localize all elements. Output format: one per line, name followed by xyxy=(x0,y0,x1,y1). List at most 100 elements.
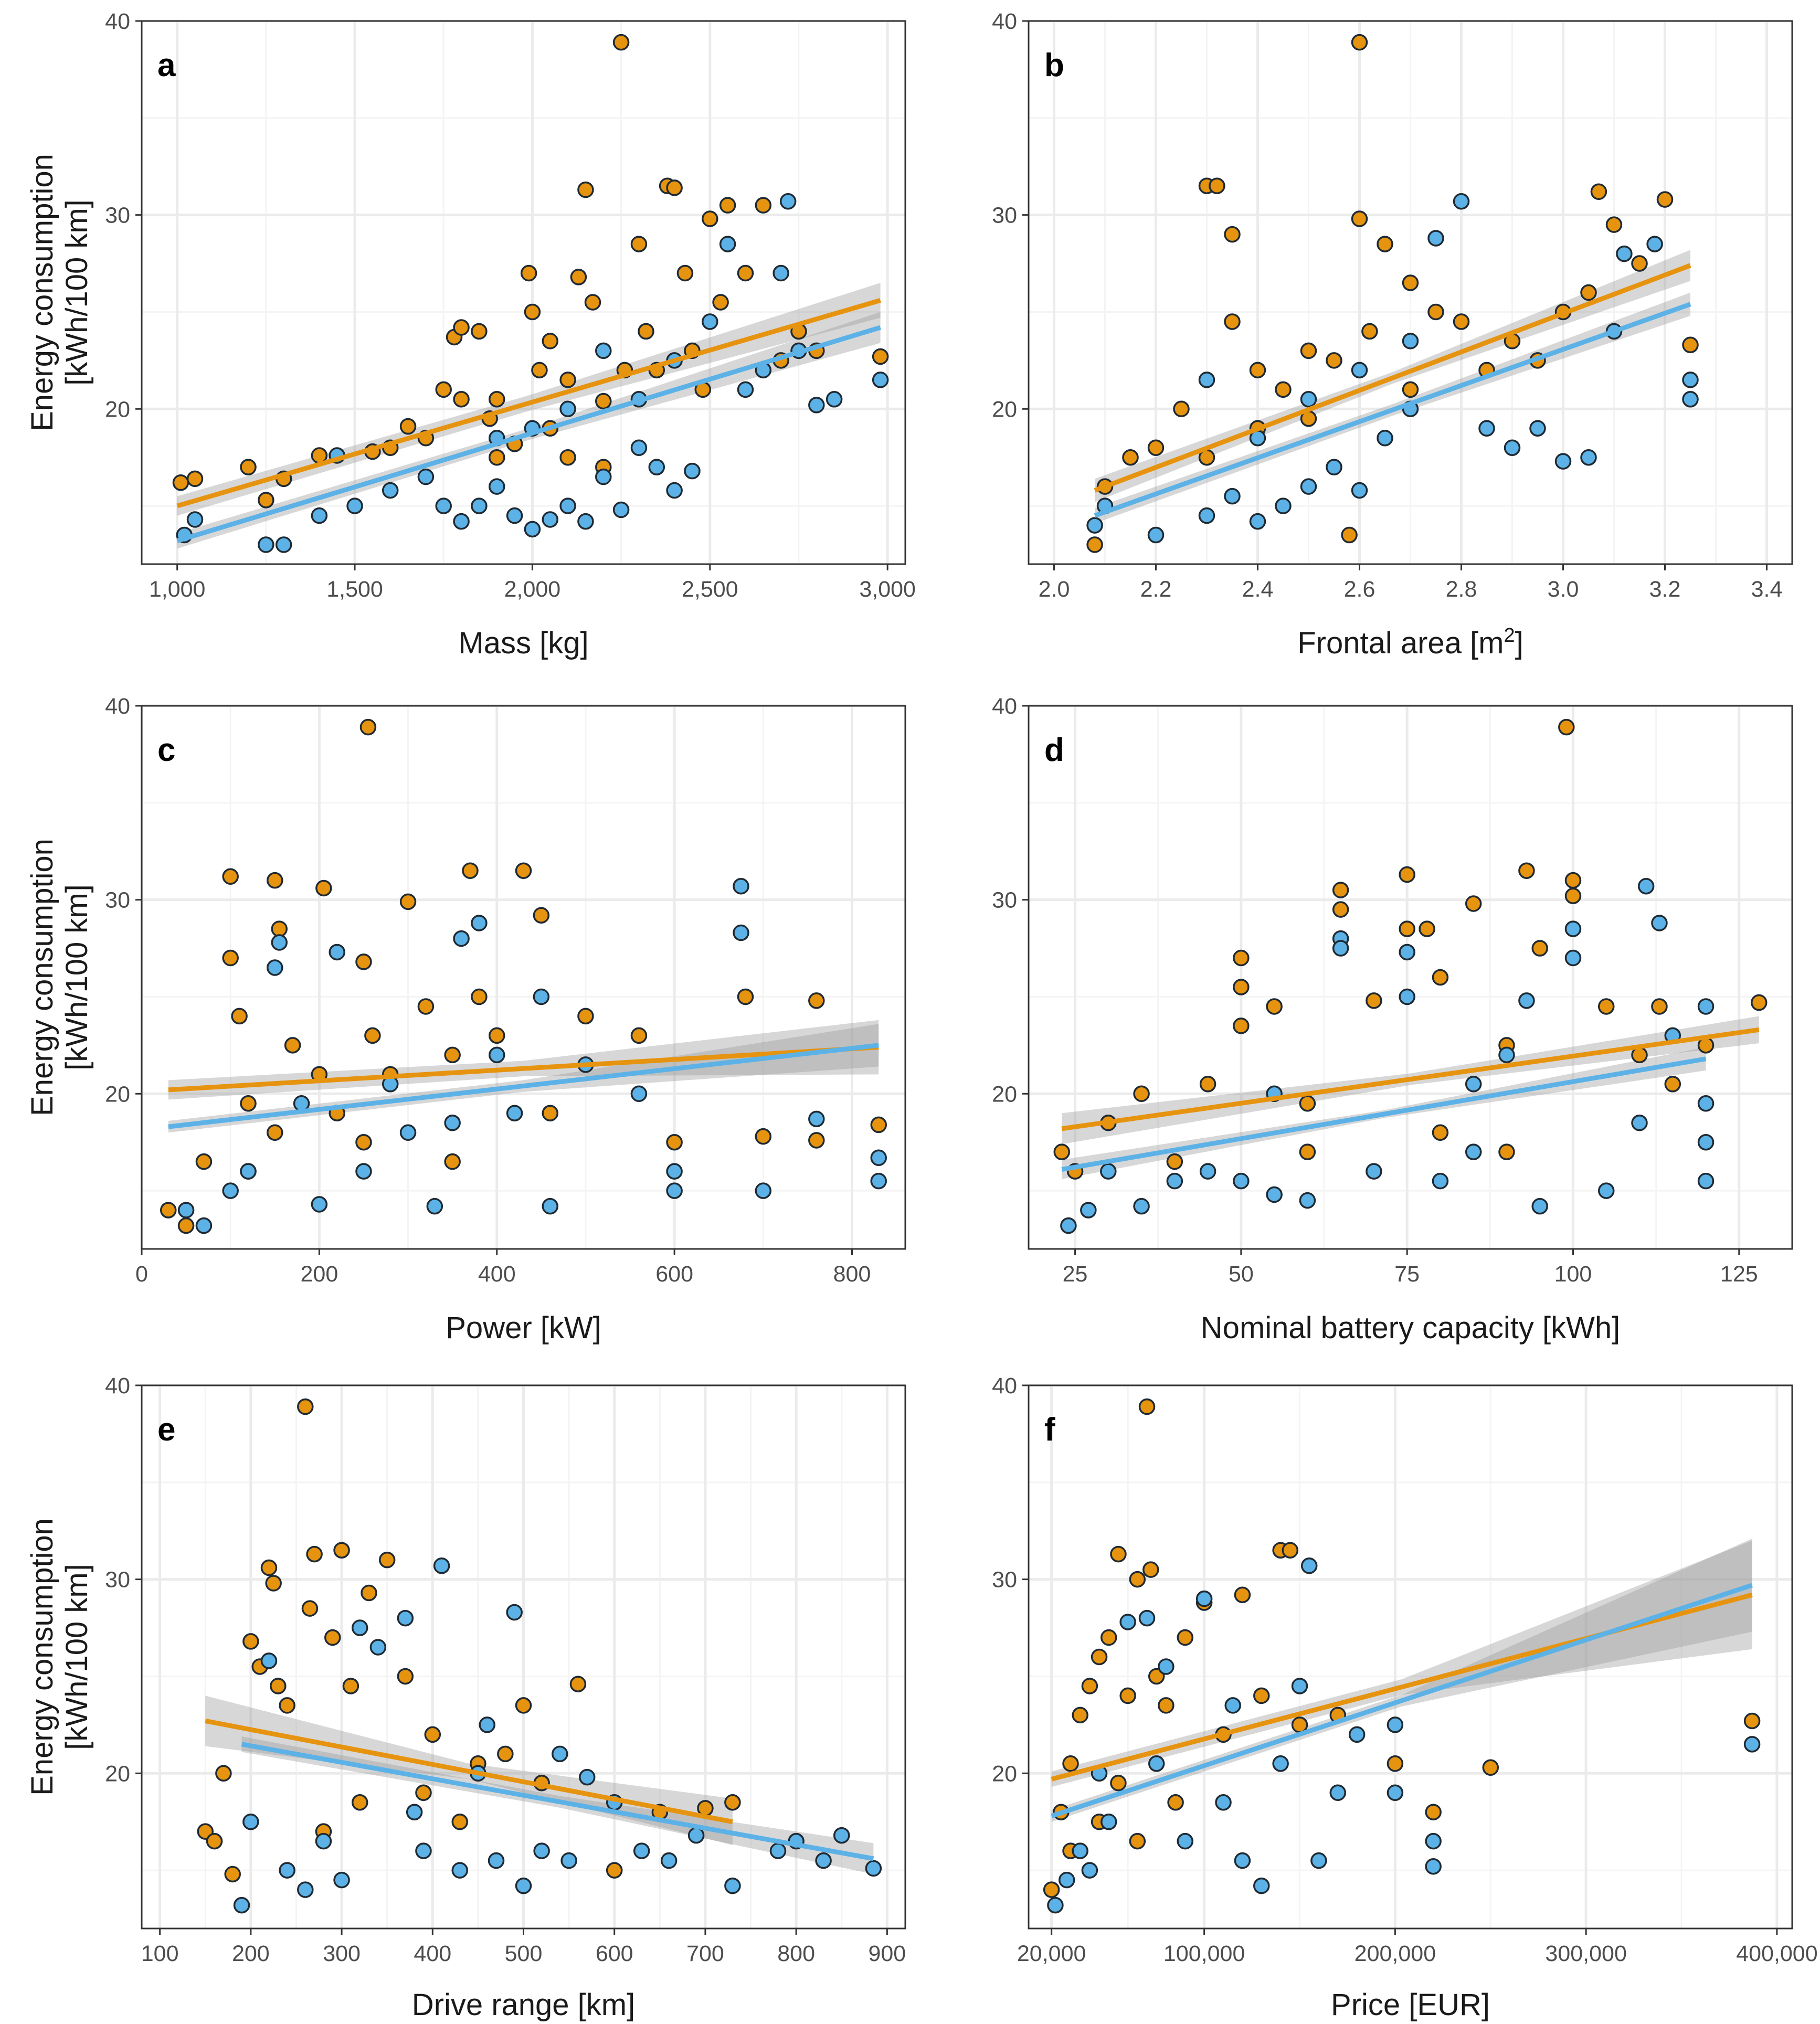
panel-c-ticks: 0 200 400 600 800 20 30 40 xyxy=(105,694,871,1287)
panel-a-blue-point xyxy=(258,536,274,553)
panel-a-blue-point xyxy=(471,497,488,514)
panel-c-blue-point xyxy=(808,1110,825,1128)
panel-a-blue-point xyxy=(595,342,612,359)
panel-e-points xyxy=(197,1398,882,1914)
panel-c-blue-point xyxy=(471,915,488,931)
panel-c-orange-point xyxy=(355,1133,372,1151)
panel-c-blue-point xyxy=(542,1198,559,1215)
panel-a-blue-point xyxy=(435,497,452,514)
panel-e-orange-point xyxy=(279,1697,295,1714)
panel-d-orange-trend-line xyxy=(1061,1027,1760,1131)
panel-e-blue-point xyxy=(865,1860,882,1877)
panel-a-blue-point xyxy=(737,381,754,398)
panel-c-y-tick-label: 30 xyxy=(105,888,130,913)
panel-e-blue-point xyxy=(279,1862,295,1879)
panel-c-orange-point xyxy=(737,988,754,1005)
panel-d-tag: d xyxy=(1044,732,1064,768)
panel-c-orange-point xyxy=(222,868,239,885)
panel-c-orange-point xyxy=(399,893,417,910)
panel-d-blue-point xyxy=(1366,1163,1382,1180)
panel-a-blue-point xyxy=(612,501,630,518)
panel-c-y-tick-label: 40 xyxy=(105,694,130,719)
panel-c-blue-trend-line xyxy=(168,1043,879,1129)
panel-e-blue-point xyxy=(260,1652,278,1669)
panel-d-blue-point xyxy=(1651,915,1668,931)
panel-e-orange-point xyxy=(242,1633,259,1650)
panel-b-blue-trend-line xyxy=(1094,302,1691,518)
panel-e-orange-point xyxy=(397,1668,414,1685)
panel-c-orange-point xyxy=(462,862,479,879)
panel-b-blue-point xyxy=(1616,245,1633,262)
panel-d-blue-point xyxy=(1399,944,1415,961)
panel-d: 25 50 75 100 125 20 30 40 d Nominal battery cap… xyxy=(992,694,1793,1345)
panel-b-x-tick-label: 3.0 xyxy=(1548,577,1579,602)
panel-a-x-tick-label: 1,000 xyxy=(149,577,206,602)
panel-c-orange-point xyxy=(195,1153,213,1170)
panel-b-blue-point xyxy=(1198,372,1215,388)
panel-e-blue-point xyxy=(687,1827,705,1844)
panel-e-x-tick-label: 500 xyxy=(505,1941,543,1966)
panel-e-orange-point xyxy=(224,1866,241,1883)
panel-c-blue-point xyxy=(453,930,470,947)
panel-d-blue-point xyxy=(1697,998,1715,1015)
panel-e-blue-point xyxy=(833,1827,850,1844)
panel-a-orange-point xyxy=(755,197,772,214)
panel-a-ticks: 1,000 1,500 2,000 2,500 3,000 20 30 40 xyxy=(105,9,916,602)
panel-d-blue-point xyxy=(1233,1172,1250,1190)
panel-a-orange-point xyxy=(258,492,274,508)
panel-a-border xyxy=(141,20,906,565)
panel-a-orange-point xyxy=(435,381,452,398)
panel-b-x-axis-title-superscript: 2 xyxy=(1504,624,1515,647)
panel-c-orange-trend-line xyxy=(168,1045,879,1093)
panel-a-blue-point xyxy=(346,497,363,514)
panel-f-orange-point xyxy=(1482,1759,1499,1776)
panel-d-orange-point xyxy=(1465,895,1482,912)
panel-a-orange-point xyxy=(559,372,576,388)
panel-a-blue-point xyxy=(630,439,648,456)
panel-f-blue-point xyxy=(1425,1832,1442,1850)
panel-a-x-tick-label: 2,000 xyxy=(504,577,561,602)
panel-c-grid xyxy=(140,704,905,1249)
panel-a-y-axis-title-line-2: [kWh/100 km] xyxy=(60,199,94,386)
panel-e-blue-point xyxy=(415,1842,432,1859)
panel-e-y-tick-label: 20 xyxy=(105,1761,130,1786)
panel-b-x-axis-title: Frontal area [m2] xyxy=(1297,624,1523,660)
panel-e-x-tick-label: 200 xyxy=(232,1941,270,1966)
panel-d-blue-point xyxy=(1166,1172,1183,1190)
panel-b-orange-point xyxy=(1361,323,1378,340)
panel-f-orange-point xyxy=(1062,1755,1079,1772)
panel-f-orange-point xyxy=(1177,1629,1194,1646)
panel-a-blue-point xyxy=(488,478,505,495)
panel-d-blue-point xyxy=(1637,878,1655,895)
panel-c-blue-point xyxy=(506,1105,523,1121)
panel-e-blue-point xyxy=(660,1852,678,1869)
panel-c-orange-point xyxy=(267,872,283,889)
panel-a-x-axis-title: Mass [kg] xyxy=(458,626,588,660)
panel-d-orange-point xyxy=(1651,998,1668,1015)
panel-b-x-tick-label: 2.8 xyxy=(1446,577,1477,602)
panel-f-orange-point xyxy=(1148,1668,1165,1685)
panel-a-blue-point xyxy=(311,507,328,524)
panel-b-orange-point xyxy=(1224,313,1241,330)
panel-d-orange-point xyxy=(1133,1085,1150,1103)
panel-f-blue-point xyxy=(1387,1716,1404,1733)
panel-f-blue-point xyxy=(1253,1877,1270,1894)
panel-f-orange-point xyxy=(1425,1804,1442,1820)
panel-a-blue-point xyxy=(595,468,612,485)
panel-a-trend-lines xyxy=(176,298,881,543)
panel-b-blue-point xyxy=(1377,429,1393,447)
panel-a-orange-point xyxy=(531,362,548,379)
panel-f-orange-point xyxy=(1101,1629,1117,1646)
panel-e-orange-point xyxy=(424,1726,441,1743)
panel-c-blue-point xyxy=(870,1172,887,1190)
panel-c: 0 200 400 600 800 20 30 40 c Power [kW] Energy … xyxy=(25,694,906,1345)
panel-a-x-tick-label: 3,000 xyxy=(859,577,916,602)
panel-f-x-tick-label: 100,000 xyxy=(1163,1941,1245,1966)
panel-d-orange-point xyxy=(1399,920,1415,937)
panel-d-orange-point xyxy=(1233,949,1250,967)
panel-c-orange-point xyxy=(577,1008,594,1025)
panel-e-blue-trend-line xyxy=(241,1742,874,1861)
panel-e-x-tick-label: 900 xyxy=(868,1941,906,1966)
panel-a-orange-point xyxy=(702,210,718,227)
panel-f-blue-point xyxy=(1743,1736,1761,1753)
